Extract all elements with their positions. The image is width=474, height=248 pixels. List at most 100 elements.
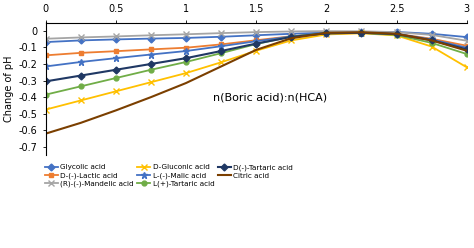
D-Gluconic acid [218,61,224,64]
Line: D(-)-Tartaric acid: D(-)-Tartaric acid [43,30,469,84]
D-Gluconic acid [253,49,259,52]
L(+)-Tartaric acid [43,93,48,96]
D-(-)-Lactic acid [43,54,48,57]
L-(-)-Malic acid [78,61,83,63]
L-(-)-Malic acid [43,65,48,68]
Citric acid [288,37,294,40]
Text: n(Boric acid):n(HCA): n(Boric acid):n(HCA) [213,92,327,102]
D-Gluconic acid [464,66,470,69]
Glycolic acid [288,32,294,35]
(R)-(-)-Mandelic acid [429,33,435,36]
Citric acid [78,122,83,124]
Glycolic acid [464,36,470,39]
Glycolic acid [148,37,154,40]
Line: Glycolic acid: Glycolic acid [43,30,469,44]
(R)-(-)-Mandelic acid [324,30,329,33]
D(-)-Tartaric acid [148,62,154,65]
D-(-)-Lactic acid [359,31,365,34]
Citric acid [183,82,189,85]
L(+)-Tartaric acid [464,53,470,56]
L-(-)-Malic acid [464,46,470,49]
L(+)-Tartaric acid [218,52,224,55]
(R)-(-)-Mandelic acid [183,33,189,36]
L-(-)-Malic acid [288,35,294,38]
L(+)-Tartaric acid [148,68,154,71]
L-(-)-Malic acid [394,32,400,35]
Glycolic acid [324,31,329,34]
Citric acid [324,31,329,34]
Glycolic acid [78,39,83,42]
L(+)-Tartaric acid [183,61,189,63]
Citric acid [253,48,259,51]
D-(-)-Lactic acid [218,43,224,46]
L(+)-Tartaric acid [394,33,400,36]
Line: L-(-)-Malic acid: L-(-)-Malic acid [42,29,470,70]
(R)-(-)-Mandelic acid [288,30,294,33]
(R)-(-)-Mandelic acid [113,35,118,38]
Line: D-Gluconic acid: D-Gluconic acid [43,31,470,112]
D-Gluconic acid [288,39,294,42]
D-Gluconic acid [113,90,118,93]
L-(-)-Malic acid [148,53,154,56]
D-Gluconic acid [429,45,435,48]
Citric acid [429,39,435,42]
D(-)-Tartaric acid [43,80,48,83]
Y-axis label: Change of pH: Change of pH [4,56,14,122]
D(-)-Tartaric acid [324,32,329,35]
Line: (R)-(-)-Mandelic acid: (R)-(-)-Mandelic acid [43,28,470,44]
D-Gluconic acid [43,108,48,111]
D-Gluconic acid [324,33,329,36]
D-(-)-Lactic acid [288,35,294,38]
L-(-)-Malic acid [218,45,224,48]
D(-)-Tartaric acid [359,31,365,34]
D(-)-Tartaric acid [288,35,294,38]
D(-)-Tartaric acid [218,50,224,53]
D-(-)-Lactic acid [78,51,83,54]
L(+)-Tartaric acid [78,85,83,88]
D-(-)-Lactic acid [324,32,329,35]
Citric acid [43,132,48,135]
L(+)-Tartaric acid [324,32,329,35]
D(-)-Tartaric acid [464,48,470,51]
D-(-)-Lactic acid [253,39,259,42]
L-(-)-Malic acid [359,31,365,34]
L(+)-Tartaric acid [429,41,435,44]
(R)-(-)-Mandelic acid [464,39,470,42]
D(-)-Tartaric acid [183,57,189,60]
D-(-)-Lactic acid [113,50,118,53]
D-Gluconic acid [148,81,154,84]
Citric acid [464,49,470,52]
Line: D-(-)-Lactic acid: D-(-)-Lactic acid [43,31,469,58]
D-(-)-Lactic acid [183,46,189,49]
(R)-(-)-Mandelic acid [148,34,154,37]
L(+)-Tartaric acid [113,77,118,80]
Glycolic acid [183,36,189,39]
D-Gluconic acid [78,99,83,102]
D(-)-Tartaric acid [78,74,83,77]
Glycolic acid [253,34,259,37]
D-(-)-Lactic acid [394,32,400,35]
D(-)-Tartaric acid [253,42,259,45]
Legend: Glycolic acid, D-(-)-Lactic acid, (R)-(-)-Mandelic acid, D-Gluconic acid, L-(-)-: Glycolic acid, D-(-)-Lactic acid, (R)-(-… [45,164,293,187]
D-(-)-Lactic acid [429,37,435,40]
Glycolic acid [394,31,400,33]
Glycolic acid [429,32,435,35]
L-(-)-Malic acid [429,38,435,41]
D-Gluconic acid [183,72,189,75]
D-Gluconic acid [394,34,400,37]
(R)-(-)-Mandelic acid [78,36,83,39]
L(+)-Tartaric acid [288,35,294,38]
D(-)-Tartaric acid [394,33,400,36]
D(-)-Tartaric acid [429,39,435,42]
Line: L(+)-Tartaric acid: L(+)-Tartaric acid [43,30,469,97]
L-(-)-Malic acid [183,50,189,53]
(R)-(-)-Mandelic acid [253,31,259,34]
D(-)-Tartaric acid [113,68,118,71]
Line: Citric acid: Citric acid [46,32,467,134]
Citric acid [148,96,154,99]
Glycolic acid [218,35,224,38]
Citric acid [218,65,224,68]
(R)-(-)-Mandelic acid [394,31,400,34]
Citric acid [113,109,118,112]
L-(-)-Malic acid [324,32,329,35]
